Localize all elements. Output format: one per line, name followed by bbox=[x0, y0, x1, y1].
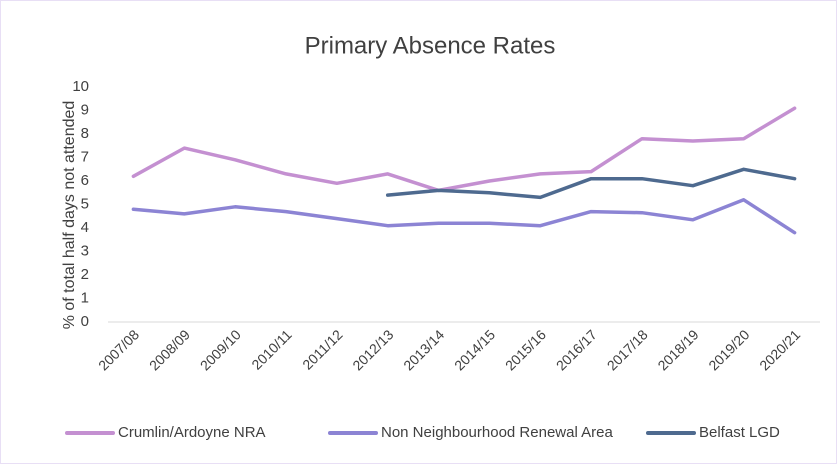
y-tick-label: 6 bbox=[81, 172, 89, 189]
legend-label: Belfast LGD bbox=[699, 424, 780, 441]
y-tick-label: 7 bbox=[81, 148, 89, 165]
y-tick-label: 0 bbox=[81, 313, 89, 330]
series-line bbox=[131, 198, 797, 235]
series-line bbox=[131, 106, 797, 193]
y-tick-label: 3 bbox=[81, 242, 89, 259]
y-tick-label: 10 bbox=[72, 78, 89, 95]
chart-title: Primary Absence Rates bbox=[305, 32, 556, 59]
y-axis-label: % of total half days not attended bbox=[61, 101, 78, 330]
y-tick-label: 1 bbox=[81, 289, 89, 306]
legend-label: Crumlin/Ardoyne NRA bbox=[118, 424, 266, 441]
y-tick-label: 9 bbox=[81, 101, 89, 118]
y-tick-label: 2 bbox=[81, 266, 89, 283]
y-tick-label: 8 bbox=[81, 125, 89, 142]
y-tick-label: 5 bbox=[81, 195, 89, 212]
legend-label: Non Neighbourhood Renewal Area bbox=[381, 424, 613, 441]
series-line bbox=[385, 167, 797, 200]
y-tick-label: 4 bbox=[81, 219, 89, 236]
